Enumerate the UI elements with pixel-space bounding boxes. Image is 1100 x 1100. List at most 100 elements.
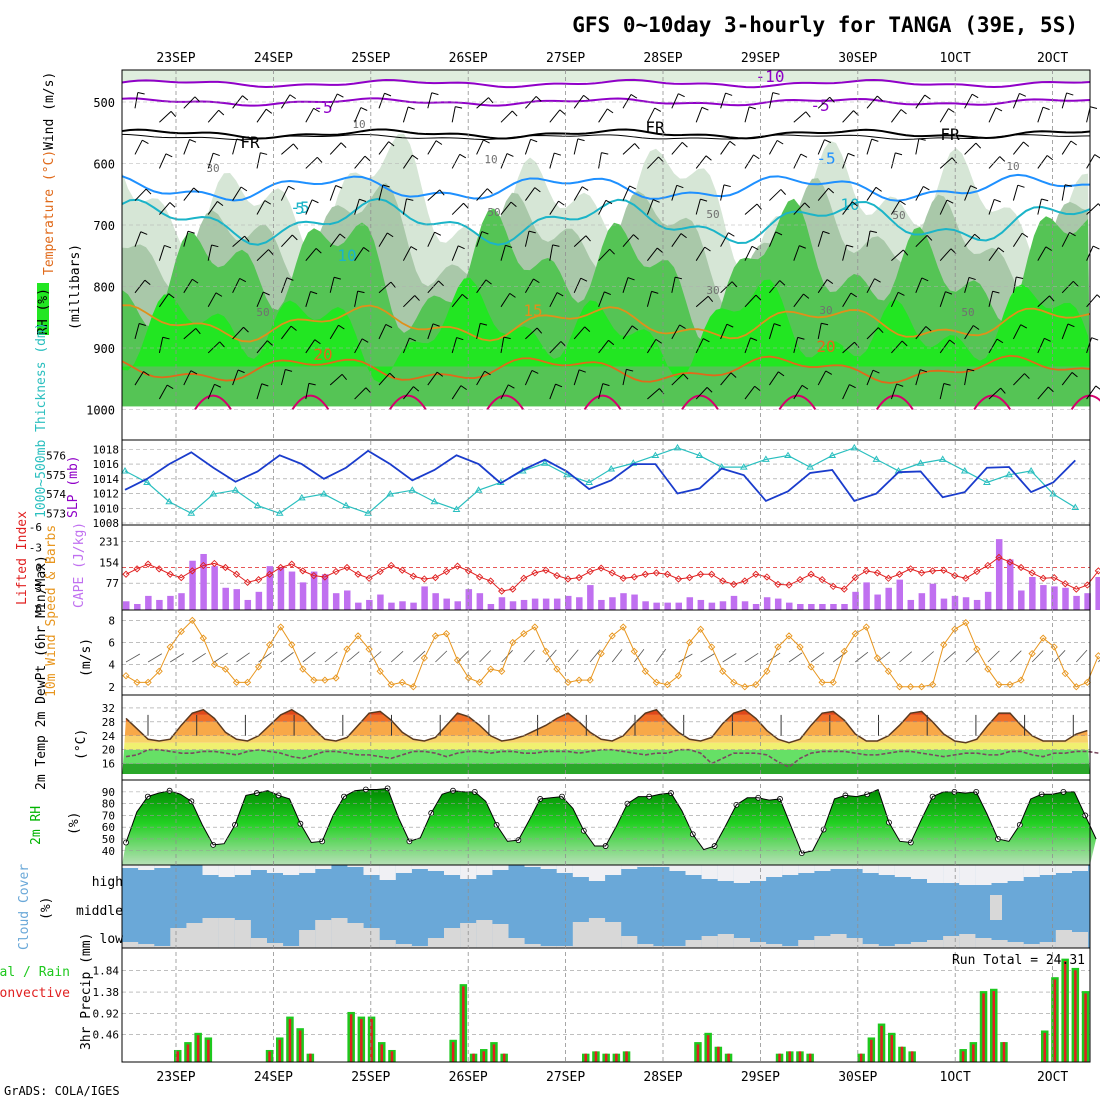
wind-barb [158,384,174,400]
precip-conv-bar [502,1053,506,1062]
cloud-high-bar [798,865,815,873]
cape-bar [1007,559,1014,610]
cloud-low-bar [218,918,235,948]
wind-barb [183,187,200,201]
temp-band [122,742,1090,750]
wind-barb [573,369,586,386]
cloud-low-bar [959,934,976,948]
wind-barb [964,233,981,247]
li-point [520,574,528,582]
wind-barb [134,139,149,155]
wind-barb [378,141,395,155]
li-point [829,582,837,591]
wind-barb [402,154,419,169]
cloud-high-bar [427,865,445,871]
wind-barb [134,92,145,109]
cape-bar [377,594,384,610]
thickness-line [124,447,1076,515]
cloud-low-bar [717,934,734,948]
cape-bar [576,597,583,610]
precip-frame [121,947,1091,1063]
cloud-low-bar [669,946,686,948]
wind-barb [451,245,465,261]
cape-bar [609,597,616,610]
wind-barb [720,372,737,386]
precip-ylabels: Total / Rain Convective 3hr Precip (mm) … [0,933,1085,1050]
cloud-high-bar [830,865,847,869]
cloud-low-bar [363,928,380,948]
precip-conv-bar [778,1053,781,1062]
li-point [1006,558,1014,566]
slp-ytick: 1016 [93,458,120,471]
wind-barb [964,142,982,155]
thickness-point [408,486,417,493]
cloud-low-bar [653,946,670,948]
li-point [299,567,307,575]
cloud-high-bar [701,865,718,879]
cloud-high-bar [814,865,831,871]
wind-barb [1012,232,1029,247]
li-point [442,567,451,576]
cloud-high-bar [846,865,863,869]
contour-25-peak [194,394,232,411]
thickness-point [1027,466,1035,474]
wind-barb [232,369,245,386]
wind-barb [890,152,903,169]
wind-barb [817,187,835,201]
wind-barb [1086,337,1099,354]
li-point [895,570,904,578]
wind-barb [280,369,293,386]
cloud-high-bar [782,865,799,875]
cloud-low-bar [588,918,606,948]
wind-barb [768,323,781,340]
precip-conv-bar [870,1039,873,1062]
cape-bar [355,602,362,610]
wind-barb [598,383,610,400]
wind-barb [817,279,834,294]
wind-barb-10m [678,653,693,663]
wind-barb [744,385,761,400]
thickness-ytick: 576 [46,450,66,463]
wind-barb [476,97,494,109]
li-point [884,574,893,582]
precip-conv-bar [1053,979,1057,1062]
precip-conv-bar [615,1053,618,1062]
wind-barb [402,246,418,261]
cloud-low-bar [910,942,928,948]
cloud-high-bar [637,865,654,867]
cloud-high-bar [1055,865,1072,873]
wind-barb [256,200,272,215]
wind-point [188,616,196,625]
wind-barb [915,277,929,293]
wind-barb [793,153,808,169]
rh-contour-label: 30 [206,162,219,175]
temp-band [122,763,1090,774]
cloud-high-bar [1039,865,1056,875]
wind-barb [720,140,736,155]
upper-ylabels: RH (%) Temperature (°C) Wind (m/s) (mill… [36,72,83,335]
wind-barb [793,202,811,215]
wind-point [862,623,870,631]
wind-barb [427,92,439,109]
thickness-point [784,451,792,459]
wind-barb [427,323,440,340]
wind-barb [817,139,832,155]
wind-barb [134,188,152,201]
date-tick-bottom: 2OCT [1037,1070,1068,1085]
li-point [266,570,274,578]
wind-barb [500,153,514,169]
wind-barb-10m [722,653,737,663]
wind-barb-10m [390,650,404,663]
rh-ytick: 60 [102,821,115,834]
wind-barb-10m [324,651,338,663]
wind-barb [305,156,323,169]
wind-barb [403,386,420,400]
wind-barb [232,326,249,340]
wind-barb [842,292,858,308]
wind-barb [744,337,758,354]
cloud-high-bar [910,865,928,879]
precip-ylabel-total: Total / Rain [0,965,70,980]
rh-line [125,787,1097,854]
wind-barb [183,278,199,294]
temp-ytick: 24 [102,730,116,743]
